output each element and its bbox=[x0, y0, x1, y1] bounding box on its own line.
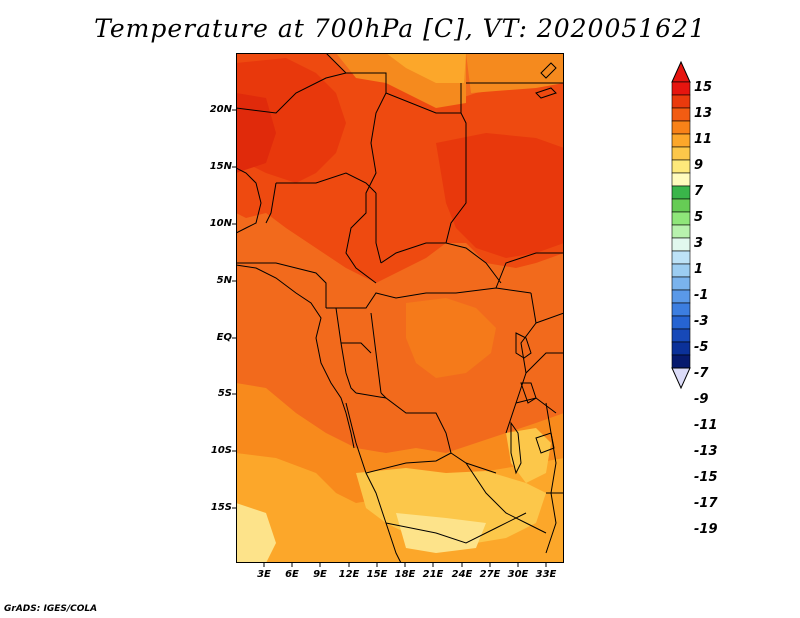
colorbar-box bbox=[671, 107, 691, 122]
colorbar-label-15: 15 bbox=[694, 80, 713, 95]
colorbar-box bbox=[671, 120, 691, 135]
colorbar-label-3: 3 bbox=[694, 236, 704, 251]
colorbar-label-neg9: -9 bbox=[694, 392, 709, 407]
colorbar bbox=[671, 60, 691, 390]
lon-label-21e: 21E bbox=[422, 569, 444, 580]
warm-max-west bbox=[236, 93, 276, 173]
colorbar-box bbox=[671, 198, 691, 213]
colorbar-top-arrow bbox=[671, 60, 691, 83]
lon-label-9e: 9E bbox=[313, 569, 327, 580]
colorbar-box bbox=[671, 172, 691, 187]
colorbar-box bbox=[671, 133, 691, 148]
colorbar-label-7: 7 bbox=[694, 184, 704, 199]
lon-label-6e: 6E bbox=[285, 569, 299, 580]
colorbar-box bbox=[671, 315, 691, 330]
colorbar-label-neg3: -3 bbox=[694, 314, 709, 329]
colorbar-box bbox=[671, 94, 691, 109]
central-cooler-patch bbox=[406, 298, 496, 378]
colorbar-box bbox=[671, 250, 691, 265]
colorbar-boxes bbox=[671, 60, 691, 390]
cool-patch-east bbox=[506, 428, 551, 483]
colorbar-box bbox=[671, 302, 691, 317]
colorbar-box bbox=[671, 146, 691, 161]
colorbar-label-13: 13 bbox=[694, 106, 713, 121]
colorbar-box bbox=[671, 276, 691, 291]
colorbar-box bbox=[671, 159, 691, 174]
warm-core-east bbox=[436, 133, 564, 258]
lat-label-15n: 15N bbox=[209, 161, 232, 172]
coolest-patch-south bbox=[396, 513, 486, 553]
colorbar-box bbox=[671, 81, 691, 96]
colorbar-label-neg1: -1 bbox=[694, 288, 709, 303]
colorbar-label-neg17: -17 bbox=[694, 496, 718, 511]
coolest-patch-southwest bbox=[236, 503, 276, 563]
map-border bbox=[236, 53, 564, 563]
lat-label-20n: 20N bbox=[209, 104, 232, 115]
colorbar-box bbox=[671, 263, 691, 278]
colorbar-bottom-arrow bbox=[671, 367, 691, 390]
map-frame bbox=[236, 53, 564, 563]
lon-label-12e: 12E bbox=[338, 569, 360, 580]
colorbar-box bbox=[671, 185, 691, 200]
temperature-map bbox=[236, 53, 564, 563]
lon-label-24e: 24E bbox=[451, 569, 473, 580]
colorbar-box bbox=[671, 354, 691, 369]
lon-label-18e: 18E bbox=[394, 569, 416, 580]
lat-label-15s: 15S bbox=[210, 502, 232, 513]
colorbar-box bbox=[671, 289, 691, 304]
colorbar-label-neg7: -7 bbox=[694, 366, 709, 381]
colorbar-label-1: 1 bbox=[694, 262, 704, 277]
colorbar-box bbox=[671, 341, 691, 356]
lat-label-10n: 10N bbox=[209, 218, 232, 229]
lake-outlines bbox=[510, 62, 557, 475]
lat-label-10s: 10S bbox=[210, 445, 232, 456]
axis-ticks bbox=[232, 109, 547, 567]
colorbar-label-neg15: -15 bbox=[694, 470, 718, 485]
colorbar-box bbox=[671, 224, 691, 239]
lon-label-27e: 27E bbox=[479, 569, 501, 580]
lon-ticks bbox=[263, 563, 547, 567]
colorbar-label-9: 9 bbox=[694, 158, 704, 173]
lat-label-eq: EQ bbox=[216, 332, 232, 343]
lon-label-15e: 15E bbox=[366, 569, 388, 580]
lat-label-5s: 5S bbox=[217, 388, 232, 399]
lat-ticks bbox=[232, 109, 236, 509]
grads-credit: GrADS: IGES/COLA bbox=[4, 604, 98, 614]
cool-patch-north bbox=[386, 53, 466, 83]
colorbar-label-neg13: -13 bbox=[694, 444, 718, 459]
colorbar-label-neg11: -11 bbox=[694, 418, 718, 433]
coastline bbox=[236, 264, 355, 449]
lat-label-5n: 5N bbox=[216, 275, 232, 286]
chart-title: Temperature at 700hPa [C], VT: 202005162… bbox=[94, 14, 706, 43]
colorbar-box bbox=[671, 237, 691, 252]
colorbar-label-11: 11 bbox=[694, 132, 713, 147]
lon-label-30e: 30E bbox=[507, 569, 529, 580]
colorbar-label-5: 5 bbox=[694, 210, 704, 225]
colorbar-label-neg19: -19 bbox=[694, 522, 718, 537]
colorbar-label-neg5: -5 bbox=[694, 340, 709, 355]
lon-label-33e: 33E bbox=[535, 569, 557, 580]
lon-label-3e: 3E bbox=[257, 569, 271, 580]
colorbar-box bbox=[671, 211, 691, 226]
colorbar-box bbox=[671, 328, 691, 343]
country-borders bbox=[236, 53, 564, 563]
